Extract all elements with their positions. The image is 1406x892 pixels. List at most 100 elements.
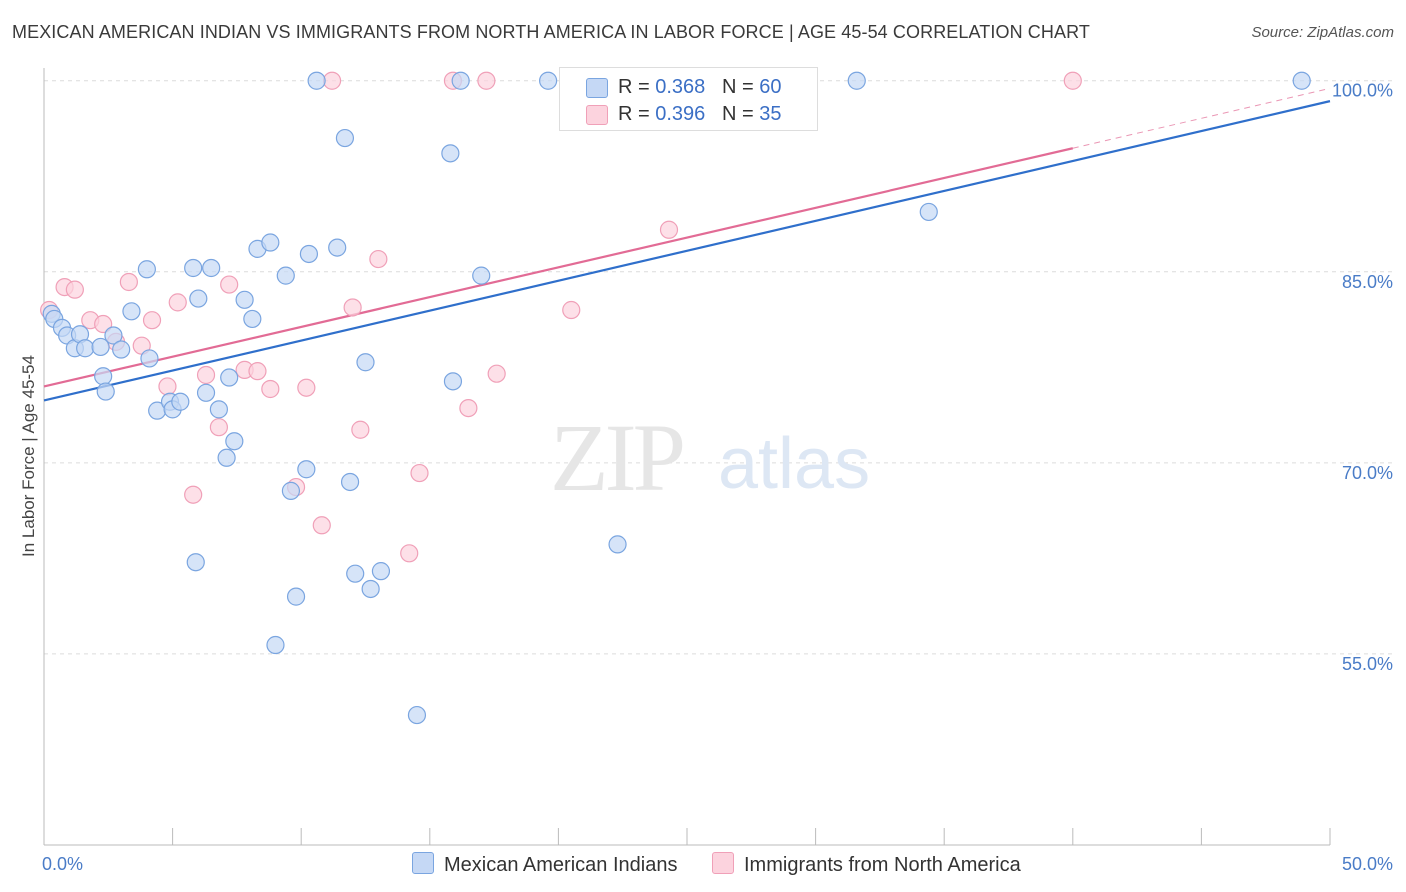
series-b-point-31 bbox=[562, 300, 581, 320]
legend-n-label-b: N = bbox=[721, 103, 754, 125]
series-a-point-34 bbox=[281, 481, 301, 500]
series-b-point-21 bbox=[322, 71, 342, 90]
series-b-point-6 bbox=[119, 272, 138, 292]
y-tick-label-100: 100.0% bbox=[1332, 81, 1393, 101]
series-a-point-53 bbox=[847, 71, 866, 90]
series-a-point-10 bbox=[104, 326, 123, 345]
series-a-point-24 bbox=[209, 400, 228, 419]
legend-n-value-a: 60 bbox=[759, 76, 782, 98]
series-a-point-8 bbox=[94, 367, 113, 386]
chart-title: MEXICAN AMERICAN INDIAN VS IMMIGRANTS FR… bbox=[12, 22, 1090, 42]
series-a-point-19 bbox=[184, 258, 203, 278]
series-b-point-19 bbox=[297, 378, 316, 397]
x-max-label: 50.0% bbox=[1342, 854, 1393, 874]
series-a-point-46 bbox=[407, 705, 427, 725]
series-b-point-16 bbox=[248, 362, 267, 381]
series-b-point-30 bbox=[487, 364, 506, 383]
series-b-point-2 bbox=[65, 280, 84, 299]
legend-n-label-a: N = bbox=[721, 76, 754, 98]
series-a-point-54 bbox=[919, 202, 938, 222]
series-a-point-37 bbox=[299, 244, 319, 264]
x-min-label: 0.0% bbox=[42, 854, 83, 874]
bottom-legend-swatch-a bbox=[412, 852, 434, 874]
series-a-point-21 bbox=[189, 289, 208, 308]
series-a-point-27 bbox=[225, 432, 244, 451]
series-b-point-28 bbox=[459, 398, 478, 418]
series-a-point-51 bbox=[539, 71, 558, 90]
series-a-point-45 bbox=[371, 562, 391, 581]
legend-swatch-series-b bbox=[586, 105, 608, 125]
series-a-point-41 bbox=[340, 472, 360, 492]
legend-r-value-a: 0.368 bbox=[655, 76, 706, 98]
series-a-point-42 bbox=[346, 564, 365, 583]
series-a-point-26 bbox=[220, 368, 239, 387]
watermark: ZIP atlas bbox=[550, 404, 870, 511]
series-a-point-29 bbox=[243, 309, 262, 329]
series-a-point-43 bbox=[356, 353, 375, 372]
series-b-point-17 bbox=[261, 379, 280, 399]
series-b-point-14 bbox=[220, 275, 239, 294]
legend-r-label-a: R = bbox=[618, 76, 650, 98]
series-a-point-14 bbox=[140, 349, 159, 368]
series-b-point-8 bbox=[142, 311, 162, 330]
watermark-zip: ZIP bbox=[550, 404, 683, 511]
series-a-point-31 bbox=[261, 233, 280, 252]
legend-r-value-b: 0.396 bbox=[655, 103, 706, 125]
trend-line-series-a bbox=[43, 100, 1331, 402]
series-b-point-10 bbox=[168, 293, 187, 312]
series-a-point-9 bbox=[96, 382, 115, 401]
legend-n-value-b: 35 bbox=[759, 103, 782, 125]
x-axis-ticks bbox=[43, 828, 1331, 845]
series-a-points bbox=[42, 71, 1311, 725]
y-axis-tick-labels: 55.0% 70.0% 85.0% 100.0% bbox=[1332, 81, 1393, 674]
series-a-point-36 bbox=[297, 460, 316, 479]
trend-line-series-b-extension bbox=[1072, 87, 1331, 149]
series-a-point-13 bbox=[137, 260, 156, 279]
series-a-point-52 bbox=[608, 535, 627, 554]
legend-r-label-b: R = bbox=[618, 103, 650, 125]
y-axis-label: In Labor Force | Age 45-54 bbox=[19, 355, 38, 557]
series-a-point-6 bbox=[76, 339, 95, 358]
series-b-point-4 bbox=[94, 314, 113, 334]
series-a-point-12 bbox=[122, 302, 141, 321]
series-b-point-26 bbox=[410, 463, 429, 483]
series-a-point-32 bbox=[266, 635, 285, 655]
y-tick-label-55: 55.0% bbox=[1342, 654, 1393, 674]
series-b-point-32 bbox=[659, 220, 679, 239]
trend-line-series-b bbox=[43, 147, 1074, 388]
series-a-point-48 bbox=[443, 372, 463, 391]
series-a-point-50 bbox=[472, 266, 491, 285]
series-a-point-28 bbox=[235, 290, 254, 309]
source-credit: Source: ZipAtlas.com bbox=[1251, 24, 1394, 41]
series-b-point-23 bbox=[351, 420, 370, 439]
series-a-point-18 bbox=[171, 392, 190, 411]
series-b-point-13 bbox=[209, 418, 228, 437]
bottom-legend-label-b: Immigrants from North America bbox=[744, 854, 1021, 876]
legend-swatch-series-a bbox=[586, 78, 608, 98]
bottom-legend-swatch-b bbox=[712, 852, 734, 874]
series-a-point-23 bbox=[202, 258, 221, 278]
series-a-point-49 bbox=[451, 71, 470, 90]
trend-lines bbox=[43, 87, 1331, 402]
series-b-point-11 bbox=[184, 485, 203, 504]
series-a-point-35 bbox=[286, 587, 306, 606]
series-b-point-25 bbox=[400, 544, 419, 563]
series-a-point-7 bbox=[91, 337, 110, 357]
series-b-point-29 bbox=[477, 71, 496, 90]
series-a-point-33 bbox=[276, 266, 295, 285]
axes bbox=[43, 68, 1330, 846]
series-a-point-22 bbox=[196, 383, 216, 402]
series-a-point-25 bbox=[217, 448, 236, 467]
series-a-point-20 bbox=[186, 553, 205, 572]
bottom-legend-series-b: Immigrants from North America bbox=[712, 852, 1021, 877]
series-a-point-55 bbox=[1292, 71, 1311, 90]
bottom-legend-label-a: Mexican American Indians bbox=[444, 854, 678, 876]
series-b-point-34 bbox=[1063, 71, 1082, 90]
series-b-point-12 bbox=[196, 365, 216, 385]
series-b-point-22 bbox=[343, 298, 362, 317]
series-a-point-38 bbox=[307, 71, 326, 90]
series-a-point-40 bbox=[335, 128, 355, 148]
y-tick-label-70: 70.0% bbox=[1342, 463, 1393, 483]
series-a-point-39 bbox=[328, 238, 347, 257]
